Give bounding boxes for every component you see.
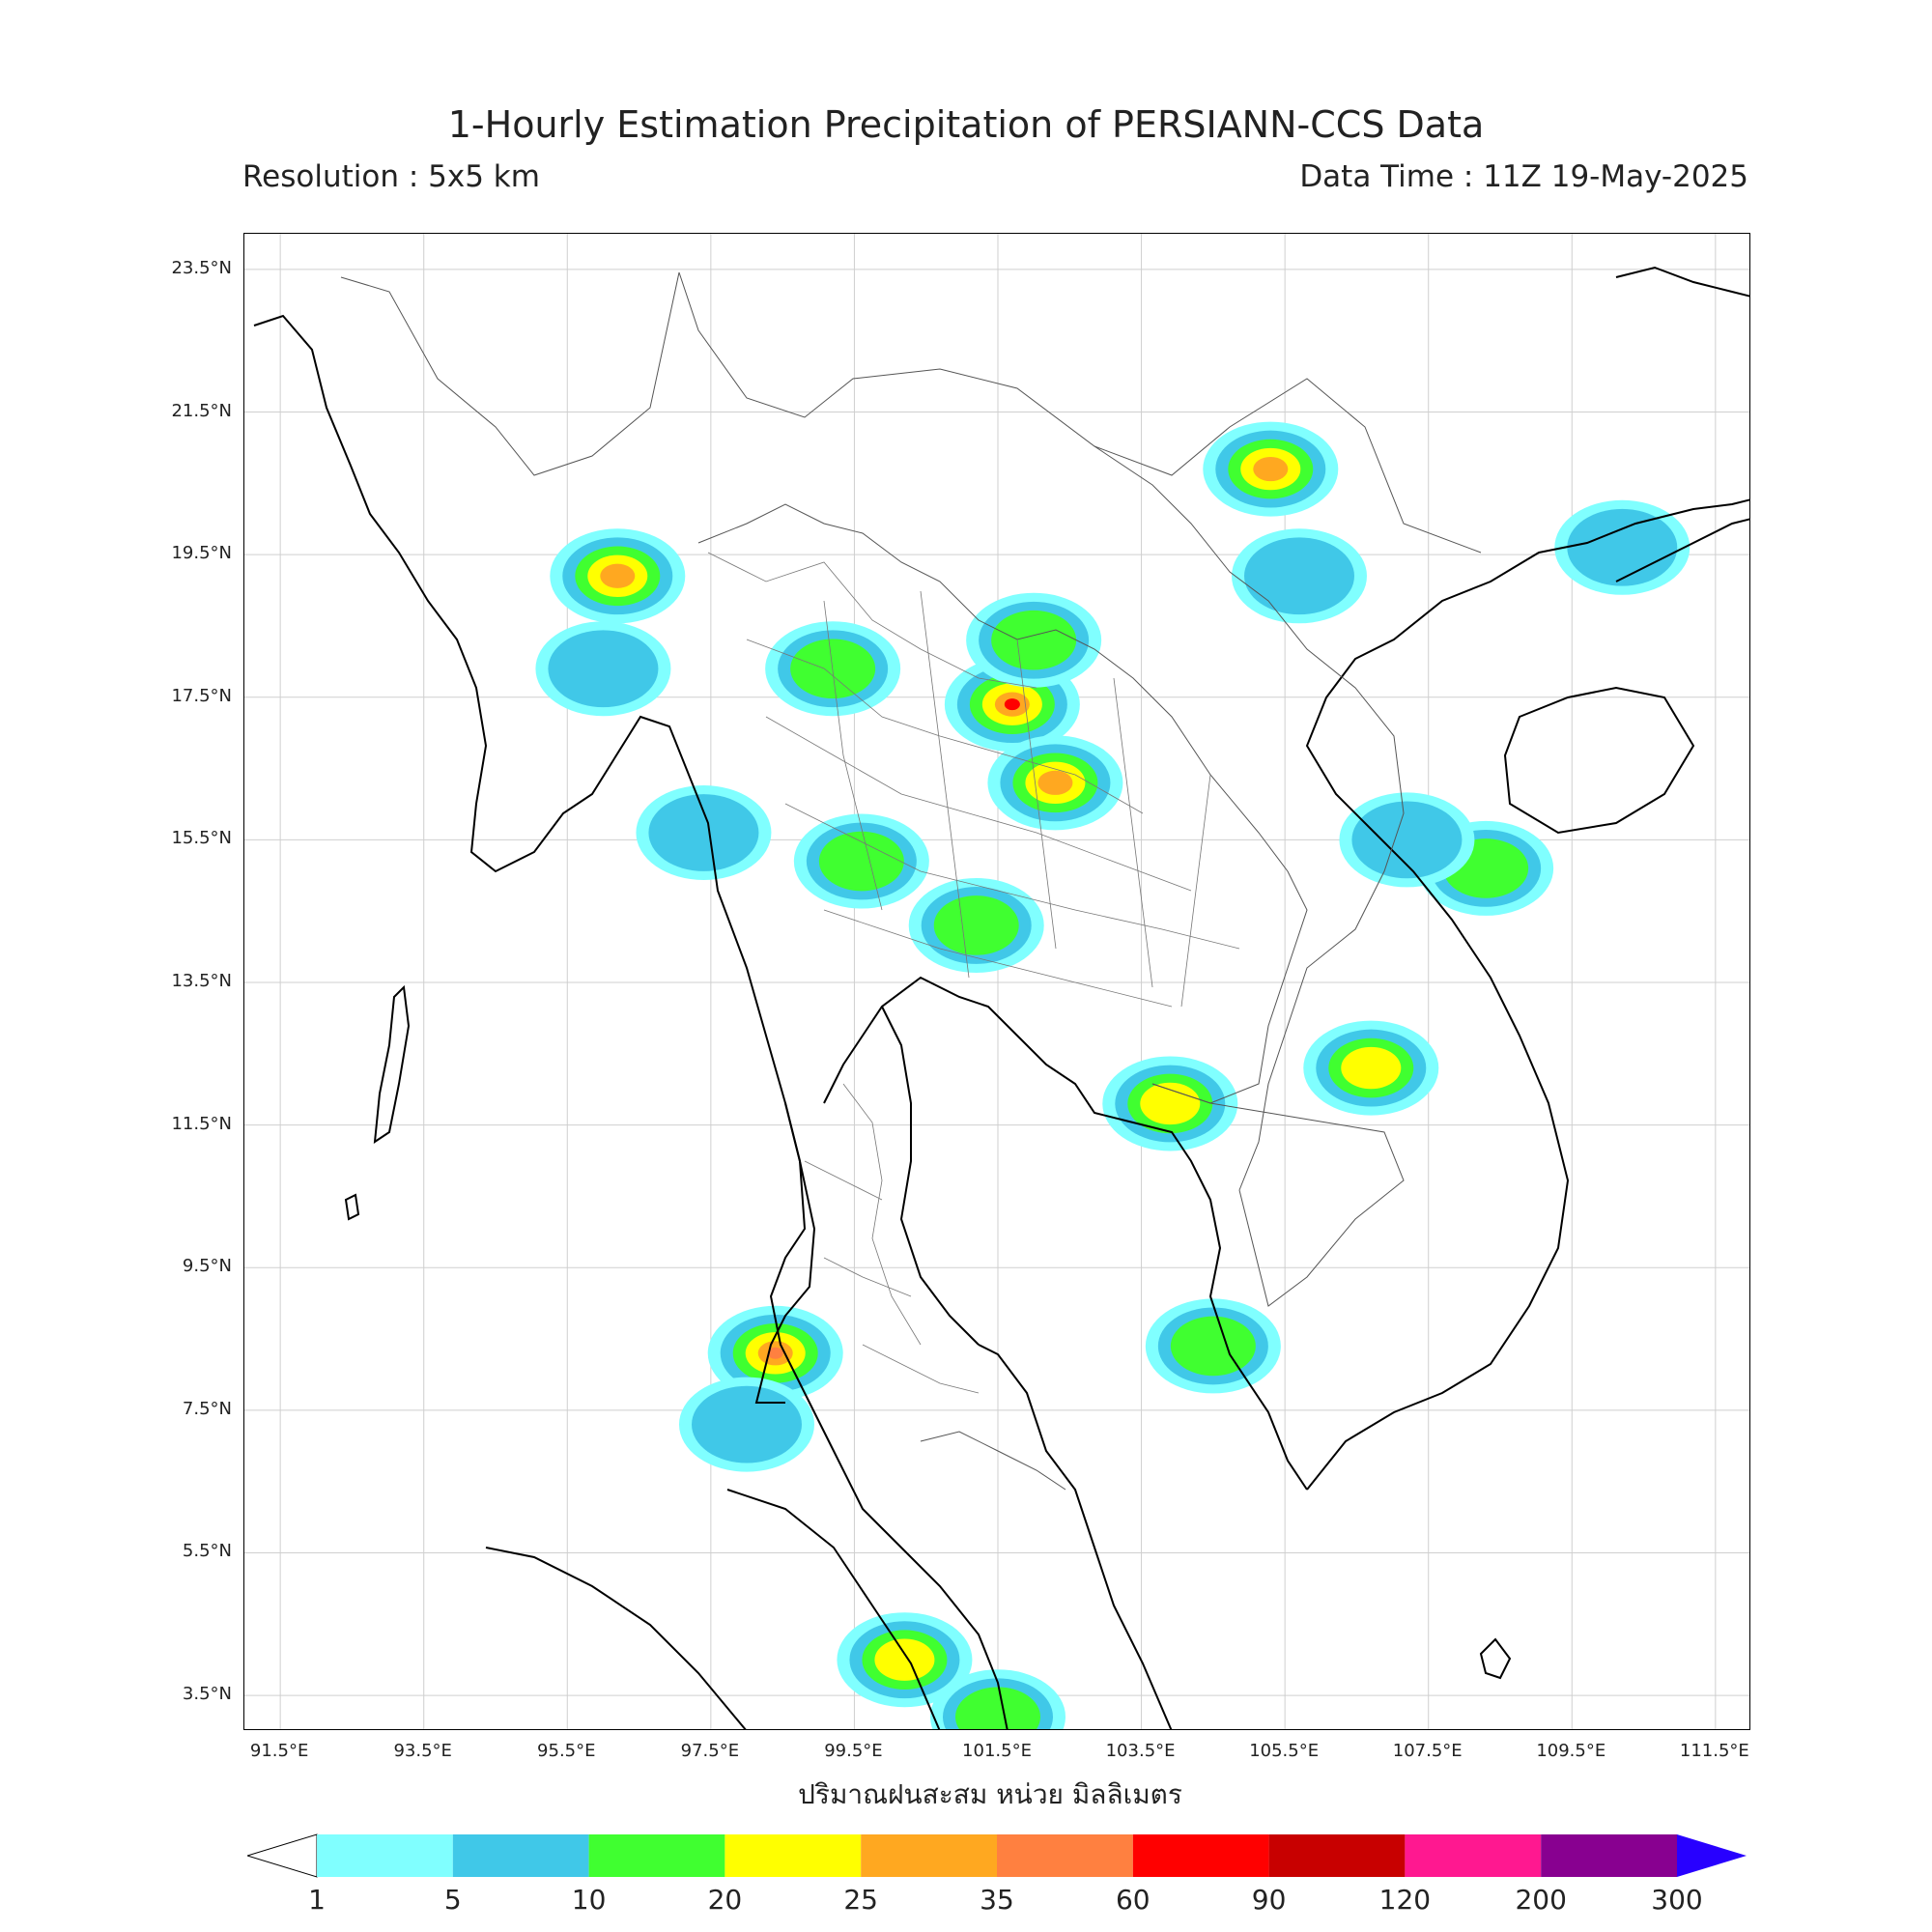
coastline-vietnam	[1305, 498, 1749, 1491]
colorbar-caption: ปริมาณฝนสะสม หน่วย มิลลิเมตร	[798, 1778, 1182, 1810]
rain-cell	[818, 831, 904, 892]
coastline-andaman	[373, 984, 411, 1145]
border-layer	[340, 271, 1482, 1491]
colorbar-tick: 35	[980, 1884, 1014, 1916]
colorbar-segment	[1268, 1834, 1406, 1877]
longitude-label: 109.5°E	[1536, 1741, 1606, 1761]
coastline-south-china	[1615, 518, 1749, 582]
rain-cell	[548, 630, 659, 708]
coastline-sumatra	[485, 1547, 747, 1729]
coastline-andaman-south	[344, 1193, 360, 1221]
rain-cell	[955, 1687, 1040, 1729]
colorbar-tick: 1	[308, 1884, 326, 1916]
graticule	[244, 234, 1749, 1729]
colorbar-segment	[724, 1834, 862, 1877]
rain-cell	[1351, 801, 1463, 879]
colorbar-tick: 120	[1378, 1884, 1432, 1916]
colorbar-segment	[1541, 1834, 1677, 1877]
border-thailand	[697, 503, 1308, 1104]
latitude-label: 5.5°N	[182, 1541, 232, 1562]
colorbar-segment	[588, 1834, 725, 1877]
latitude-label: 9.5°N	[182, 1256, 232, 1277]
coastline-hainan	[1503, 686, 1695, 835]
latitude-label: 3.5°N	[182, 1684, 232, 1705]
coastline-peninsula-west	[769, 1102, 1009, 1729]
rain-cell	[1253, 456, 1289, 482]
colorbar-tick: 20	[707, 1884, 743, 1916]
map-panel	[243, 233, 1750, 1730]
data-time-label: Data Time : 11Z 19-May-2025	[1299, 159, 1748, 194]
colorbar-tick: 90	[1251, 1884, 1287, 1916]
longitude-label: 99.5°E	[824, 1741, 883, 1761]
latitude-label: 23.5°N	[171, 257, 232, 278]
rain-cell	[1567, 508, 1678, 586]
colorbar-tick: 60	[1115, 1884, 1151, 1916]
border-myanmar-china	[340, 271, 680, 476]
latitude-label: 7.5°N	[182, 1398, 232, 1419]
colorbar-extend-low	[247, 1833, 318, 1878]
resolution-label: Resolution : 5x5 km	[242, 159, 540, 194]
rain-cell	[1140, 1082, 1201, 1125]
coastline-peninsula-east	[978, 1344, 1173, 1729]
longitude-label: 103.5°E	[1105, 1741, 1176, 1761]
longitude-label: 91.5°E	[249, 1741, 309, 1761]
coastline-peninsula-inner	[881, 1006, 980, 1346]
rain-cell	[1244, 537, 1354, 615]
coastline-myanmar	[253, 314, 816, 1404]
rain-cell	[1004, 698, 1020, 711]
colorbar-tick: 200	[1515, 1884, 1567, 1916]
coastline-sumatra-east	[726, 1489, 941, 1729]
coastline-gulf-of-thailand	[823, 976, 1308, 1491]
coastline-natuna	[1479, 1637, 1512, 1680]
latitude-label: 17.5°N	[171, 685, 232, 706]
colorbar	[247, 1833, 1747, 1878]
longitude-label: 95.5°E	[537, 1741, 596, 1761]
colorbar-segment	[1405, 1834, 1542, 1877]
coastline-north-tip	[1615, 266, 1749, 298]
colorbar-tick: 300	[1651, 1884, 1703, 1916]
border-laos-vietnam	[1094, 445, 1405, 1191]
latitude-label: 19.5°N	[171, 543, 232, 564]
latitude-label: 21.5°N	[171, 400, 232, 421]
colorbar-tick: 5	[443, 1884, 462, 1916]
border-cambodia	[1151, 1083, 1405, 1307]
border-malaysia	[920, 1431, 1066, 1491]
colorbar-segment	[317, 1834, 453, 1877]
colorbar-segment	[1132, 1834, 1269, 1877]
rain-cell	[1341, 1046, 1402, 1090]
colorbar-segment	[997, 1834, 1133, 1877]
longitude-label: 93.5°E	[393, 1741, 452, 1761]
precipitation-map	[244, 234, 1749, 1729]
longitude-label: 107.5°E	[1392, 1741, 1463, 1761]
rain-cell	[991, 610, 1077, 670]
colorbar-tick: 10	[571, 1884, 607, 1916]
coastline-layer	[253, 266, 1749, 1729]
chart-title: 1-Hourly Estimation Precipitation of PER…	[447, 103, 1485, 146]
latitude-label: 15.5°N	[171, 828, 232, 849]
colorbar-segment	[452, 1834, 589, 1877]
colorbar-extend-high	[1677, 1834, 1747, 1877]
colorbar-tick: 25	[843, 1884, 878, 1916]
rain-cell	[600, 563, 636, 588]
longitude-label: 105.5°E	[1249, 1741, 1320, 1761]
latitude-label: 11.5°N	[171, 1113, 232, 1134]
border-china-laos	[678, 271, 1482, 554]
rain-cell	[1037, 770, 1073, 795]
rain-cell	[648, 794, 759, 871]
longitude-label: 101.5°E	[962, 1741, 1032, 1761]
longitude-label: 111.5°E	[1679, 1741, 1749, 1761]
rain-cell	[692, 1385, 802, 1463]
province-lines	[707, 552, 1240, 1394]
latitude-label: 13.5°N	[171, 971, 232, 991]
rain-cell	[874, 1638, 935, 1681]
rain-cell	[933, 895, 1019, 955]
rain-cell	[767, 1347, 783, 1359]
rain-cell	[1170, 1316, 1256, 1377]
longitude-label: 97.5°E	[680, 1741, 740, 1761]
colorbar-segment	[861, 1834, 997, 1877]
rain-layer	[535, 421, 1690, 1729]
